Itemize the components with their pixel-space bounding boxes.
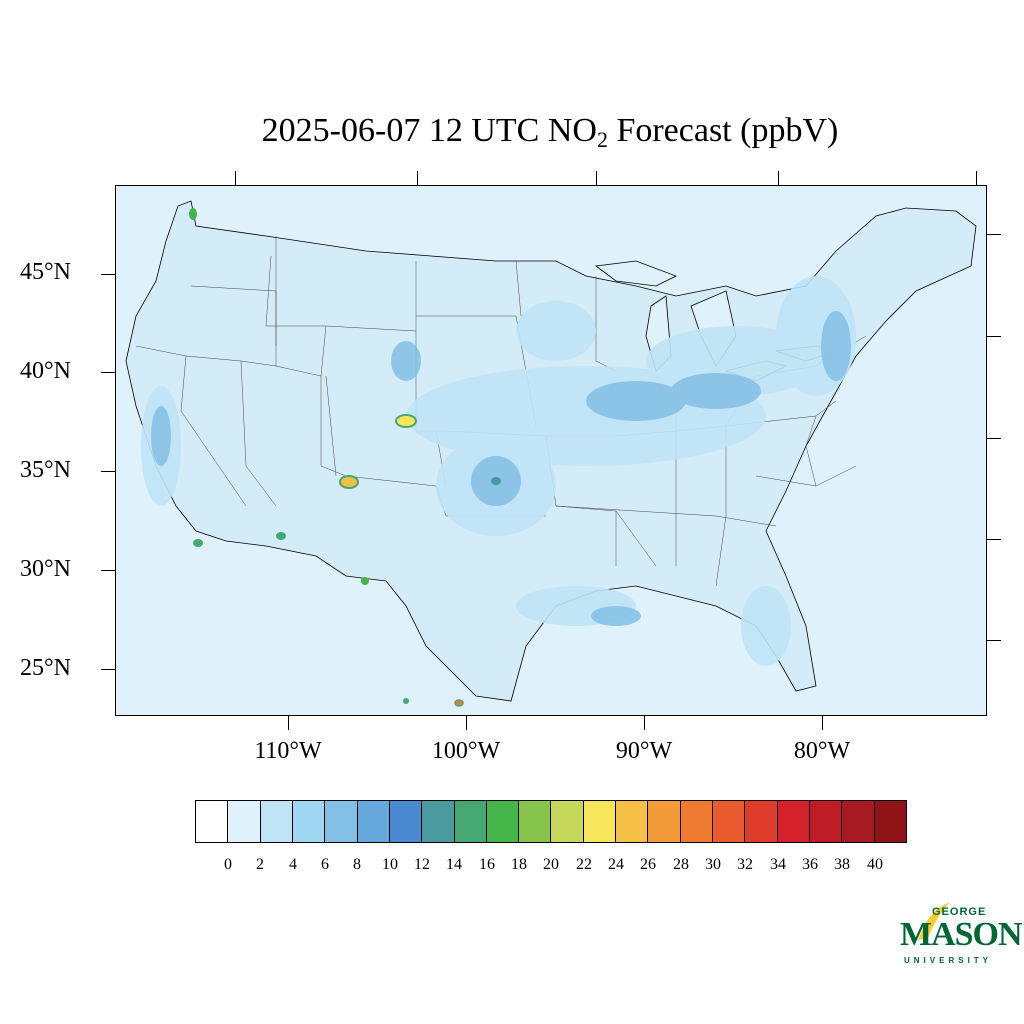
hotspot-seattle	[189, 208, 197, 220]
colorbar-swatch	[551, 801, 584, 842]
tick-bottom	[644, 716, 645, 730]
tick-left	[101, 669, 115, 670]
colorbar-label: 26	[640, 856, 656, 873]
colorbar-swatch	[745, 801, 778, 842]
colorbar-swatch	[196, 801, 229, 842]
hotspot-los-angeles	[193, 539, 203, 547]
colorbar-label: 22	[576, 856, 592, 873]
tick-right	[987, 640, 1001, 641]
lon-label-80w: 80°W	[793, 738, 851, 764]
lat-label-45: 45°N	[20, 259, 71, 285]
colorbar-label: 2	[256, 856, 264, 873]
colorbar-swatch	[583, 801, 617, 842]
colorbar-label: 16	[479, 856, 495, 873]
tick-right	[987, 539, 1001, 540]
colorbar-label: 34	[770, 856, 786, 873]
colorbar-swatch	[389, 801, 423, 842]
colorbar-swatch	[809, 801, 843, 842]
colorbar-label: 10	[382, 856, 398, 873]
colorbar-label: 32	[737, 856, 753, 873]
tick-left	[101, 471, 115, 472]
lat-label-25: 25°N	[20, 655, 71, 681]
tick-right	[987, 438, 1001, 439]
logo-mason: MASON	[900, 916, 1023, 953]
colorbar-label: 0	[224, 856, 232, 873]
hotspot-phoenix	[276, 532, 286, 540]
colorbar-swatch	[292, 801, 326, 842]
tick-top	[976, 171, 977, 185]
logo-swoosh-icon	[918, 902, 950, 940]
colorbar	[195, 800, 907, 843]
colorbar-swatch	[519, 801, 552, 842]
hotspot-denver	[395, 414, 417, 428]
lon-label-90w: 90°W	[615, 738, 673, 764]
tick-right	[987, 336, 1001, 337]
hotspot-albuquerque	[339, 475, 359, 489]
colorbar-label: 20	[543, 856, 559, 873]
colorbar-swatch	[842, 801, 875, 842]
gmu-logo: GEORGE MASON UNIVERSITY	[898, 900, 1023, 970]
no2-hotspots	[189, 208, 501, 707]
colorbar-swatch	[486, 801, 520, 842]
colorbar-label: 18	[511, 856, 527, 873]
colorbar-label: 38	[834, 856, 850, 873]
tick-right	[987, 234, 1001, 235]
colorbar-swatch	[422, 801, 455, 842]
tick-left	[101, 372, 115, 373]
colorbar-swatch	[454, 801, 487, 842]
tick-bottom	[822, 716, 823, 730]
tick-bottom	[288, 716, 289, 730]
colorbar-label: 30	[705, 856, 721, 873]
map-canvas	[125, 200, 977, 707]
title-subscript: 2	[596, 127, 608, 152]
colorbar-label: 6	[321, 856, 329, 873]
title-rest: Forecast (ppbV)	[607, 112, 839, 149]
colorbar-label: 4	[289, 856, 297, 873]
logo-university: UNIVERSITY	[904, 956, 993, 965]
colorbar-label: 14	[446, 856, 462, 873]
colorbar-label: 28	[673, 856, 689, 873]
logo-george: GEORGE	[932, 906, 987, 918]
map-panel	[115, 185, 987, 716]
lon-label-100w: 100°W	[431, 738, 501, 764]
colorbar-swatch	[357, 801, 390, 842]
hotspot-mexico	[454, 699, 464, 707]
tick-bottom	[466, 716, 467, 730]
lat-label-35: 35°N	[20, 457, 71, 483]
title-main: 2025-06-07 12 UTC NO	[261, 112, 597, 149]
colorbar-swatch	[874, 801, 906, 842]
lon-label-110w: 110°W	[254, 738, 322, 764]
hotspot-el-paso	[361, 577, 369, 585]
colorbar-swatch	[777, 801, 810, 842]
tick-top	[596, 171, 597, 185]
colorbar-swatch	[260, 801, 293, 842]
colorbar-swatch	[325, 801, 358, 842]
colorbar-swatch	[616, 801, 649, 842]
map-title: 2025-06-07 12 UTC NO2 Forecast (ppbV)	[0, 112, 1024, 153]
tick-left	[101, 570, 115, 571]
lat-label-40: 40°N	[20, 358, 71, 384]
colorbar-label: 24	[608, 856, 624, 873]
tick-top	[235, 171, 236, 185]
colorbar-swatch	[228, 801, 261, 842]
colorbar-label: 36	[802, 856, 818, 873]
tick-left	[101, 274, 115, 275]
colorbar-label: 8	[353, 856, 361, 873]
tick-top	[778, 171, 779, 185]
tick-top	[417, 171, 418, 185]
colorbar-swatch	[713, 801, 746, 842]
colorbar-label: 40	[867, 856, 883, 873]
colorbar-swatch	[648, 801, 681, 842]
colorbar-swatch	[680, 801, 713, 842]
colorbar-label: 12	[414, 856, 430, 873]
lat-label-30: 30°N	[20, 556, 71, 582]
